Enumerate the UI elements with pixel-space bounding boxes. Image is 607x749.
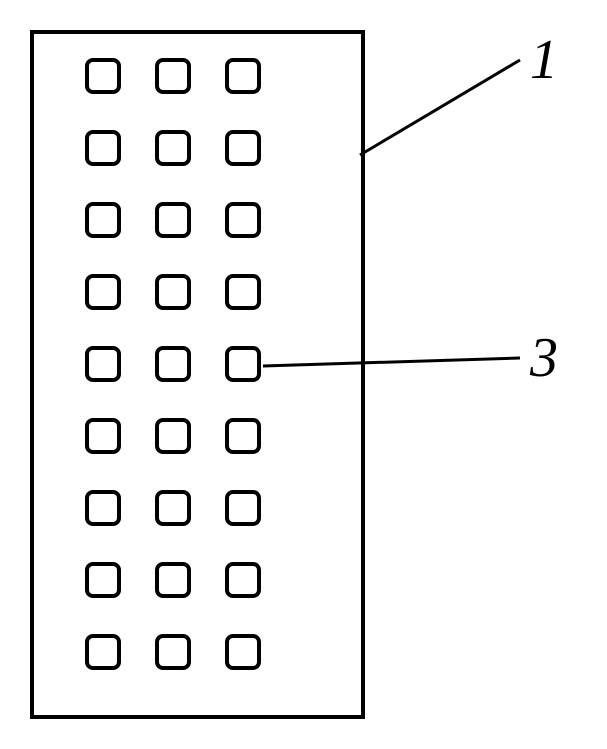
- grid-square: [155, 490, 191, 526]
- grid-square: [85, 274, 121, 310]
- grid-square: [225, 562, 261, 598]
- grid-square: [225, 490, 261, 526]
- grid-square: [225, 202, 261, 238]
- grid-square: [225, 274, 261, 310]
- grid-square: [155, 130, 191, 166]
- grid-square: [85, 562, 121, 598]
- grid-square: [85, 490, 121, 526]
- grid-square: [225, 58, 261, 94]
- grid-square: [225, 418, 261, 454]
- grid-square: [85, 346, 121, 382]
- grid-square: [85, 58, 121, 94]
- grid-square: [155, 418, 191, 454]
- callout-label-1: 1: [530, 28, 558, 92]
- grid-square: [155, 58, 191, 94]
- outer-rectangle: [30, 30, 365, 719]
- grid-square: [225, 346, 261, 382]
- grid-square: [155, 562, 191, 598]
- grid-square: [85, 130, 121, 166]
- grid-square: [225, 634, 261, 670]
- grid-square: [155, 346, 191, 382]
- leader-line: [360, 60, 520, 155]
- grid-square: [85, 202, 121, 238]
- grid-square: [155, 634, 191, 670]
- grid-square: [85, 418, 121, 454]
- grid-square: [225, 130, 261, 166]
- grid-square: [85, 634, 121, 670]
- grid-square: [155, 274, 191, 310]
- grid-square: [155, 202, 191, 238]
- callout-label-3: 3: [530, 326, 558, 390]
